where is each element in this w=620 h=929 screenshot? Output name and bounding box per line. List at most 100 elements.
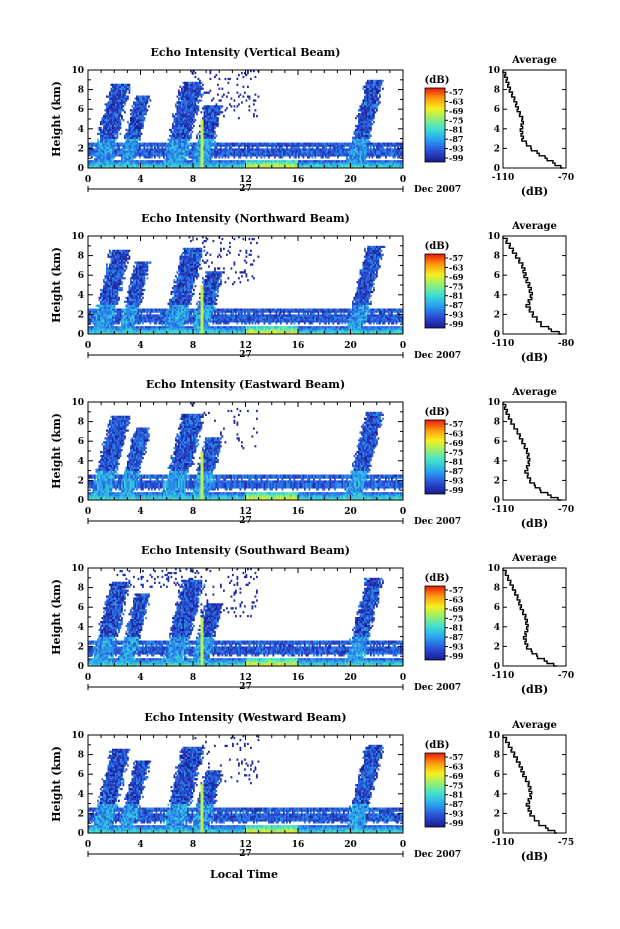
heatmap-cell xyxy=(231,105,233,107)
heatmap-cell xyxy=(198,95,200,97)
heatmap-cell xyxy=(225,78,227,80)
heatmap-cell xyxy=(243,86,245,88)
y-tick-label: 2 xyxy=(78,144,84,154)
heatmap-cell xyxy=(129,84,131,86)
heatmap-cell xyxy=(282,156,284,158)
heatmap-cell xyxy=(114,135,116,137)
heatmap-cell xyxy=(243,95,245,97)
heatmap-cell xyxy=(219,113,221,115)
heatmap-cell xyxy=(199,92,201,94)
heatmap-cell xyxy=(268,156,270,158)
heatmap-cell xyxy=(370,135,372,137)
heatmap-cell xyxy=(120,127,122,129)
y-tick-label: 4 xyxy=(78,125,84,135)
heatmap-cell xyxy=(240,156,242,158)
heatmap-cell xyxy=(240,94,242,96)
heatmap-cell xyxy=(222,88,224,90)
heatmap-cell xyxy=(210,158,212,160)
average-frame xyxy=(503,70,566,168)
x-tick-label: 4 xyxy=(137,175,143,185)
heatmap-cell xyxy=(379,88,381,90)
heatmap-cell xyxy=(97,139,99,141)
heatmap-cell xyxy=(309,156,311,158)
heatmap-cell xyxy=(172,113,174,115)
heatmap-cell xyxy=(325,146,327,148)
heatmap-cell xyxy=(261,156,263,158)
colorbar-tick-label: -99 xyxy=(449,153,464,163)
heatmap-cell xyxy=(241,72,243,74)
heatmap-cell xyxy=(219,78,221,80)
heatmap-cell xyxy=(369,133,371,135)
heatmap-cell xyxy=(378,97,380,99)
heatmap-cell xyxy=(127,97,129,99)
average-x-tick-label: -110 xyxy=(492,173,515,183)
heatmap-cell xyxy=(132,105,134,107)
heatmap-cell xyxy=(124,101,126,103)
heatmap-cell xyxy=(201,111,203,113)
heatmap-cell xyxy=(211,156,213,158)
heatmap-cell xyxy=(190,125,192,127)
x-tick-label: 0 xyxy=(85,175,91,185)
heatmap-cell xyxy=(141,133,143,135)
colorbar xyxy=(425,88,445,162)
heatmap-cell xyxy=(247,72,249,74)
heatmap-cell xyxy=(241,101,243,103)
heatmap-cell xyxy=(91,156,93,158)
heatmap-cell xyxy=(177,95,179,97)
heatmap-cell xyxy=(139,156,141,158)
heatmap-cell xyxy=(145,113,147,115)
heatmap-cell xyxy=(238,146,240,148)
heatmap-cell xyxy=(234,156,236,158)
heatmap-cell xyxy=(144,146,146,148)
heatmap-cell xyxy=(379,156,381,158)
heatmap-cell xyxy=(120,119,122,121)
heatmap-cell xyxy=(114,156,116,158)
heatmap-cell xyxy=(144,119,146,121)
heatmap-cell xyxy=(249,146,251,148)
heatmap-cell xyxy=(244,146,246,148)
average-profile-line xyxy=(503,70,563,168)
heatmap-cell xyxy=(276,146,278,148)
heatmap-cell xyxy=(373,113,375,115)
heatmap-cell xyxy=(378,103,380,105)
heatmap-cell xyxy=(238,74,240,76)
heatmap-cell xyxy=(187,146,189,148)
heatmap-cell xyxy=(124,111,126,113)
heatmap-cell xyxy=(190,135,192,137)
heatmap-cell xyxy=(250,78,252,80)
heatmap-cell xyxy=(379,94,381,96)
heatmap-cell xyxy=(189,139,191,141)
heatmap-cell xyxy=(222,95,224,97)
heatmap-cell xyxy=(213,97,215,99)
heatmap-cell xyxy=(163,156,165,158)
heatmap-cell xyxy=(127,95,129,97)
average-y-tick-label: 6 xyxy=(494,105,500,115)
heatmap-cell xyxy=(114,141,116,143)
heatmap-cell xyxy=(211,141,213,143)
heatmap-cell xyxy=(148,105,150,107)
heatmap-cell xyxy=(238,95,240,97)
heatmap-cell xyxy=(145,107,147,109)
heatmap-cell xyxy=(382,88,384,90)
heatmap-cell xyxy=(154,156,156,158)
heatmap-cell xyxy=(123,109,125,111)
heatmap-cell xyxy=(121,117,123,119)
heatmap-cell xyxy=(174,115,176,117)
heatmap-cell xyxy=(253,113,255,115)
heatmap-cell xyxy=(363,88,365,90)
average-y-tick-label: 2 xyxy=(494,144,500,154)
heatmap-cell xyxy=(100,127,102,129)
heatmap-cell xyxy=(199,84,201,86)
heatmap-cell xyxy=(196,135,198,137)
heatmap-cell xyxy=(148,97,150,99)
x-tick-label: 20 xyxy=(344,175,357,185)
heatmap-cell xyxy=(126,92,128,94)
heatmap-cell xyxy=(253,115,255,117)
heatmap-cell xyxy=(246,156,248,158)
heatmap-cell xyxy=(255,94,257,96)
heatmap-cell xyxy=(375,101,377,103)
heatmap-cell xyxy=(370,129,372,131)
heatmap-cell xyxy=(142,115,144,117)
heatmap-cell xyxy=(124,94,126,96)
heatmap-cell xyxy=(190,137,192,139)
